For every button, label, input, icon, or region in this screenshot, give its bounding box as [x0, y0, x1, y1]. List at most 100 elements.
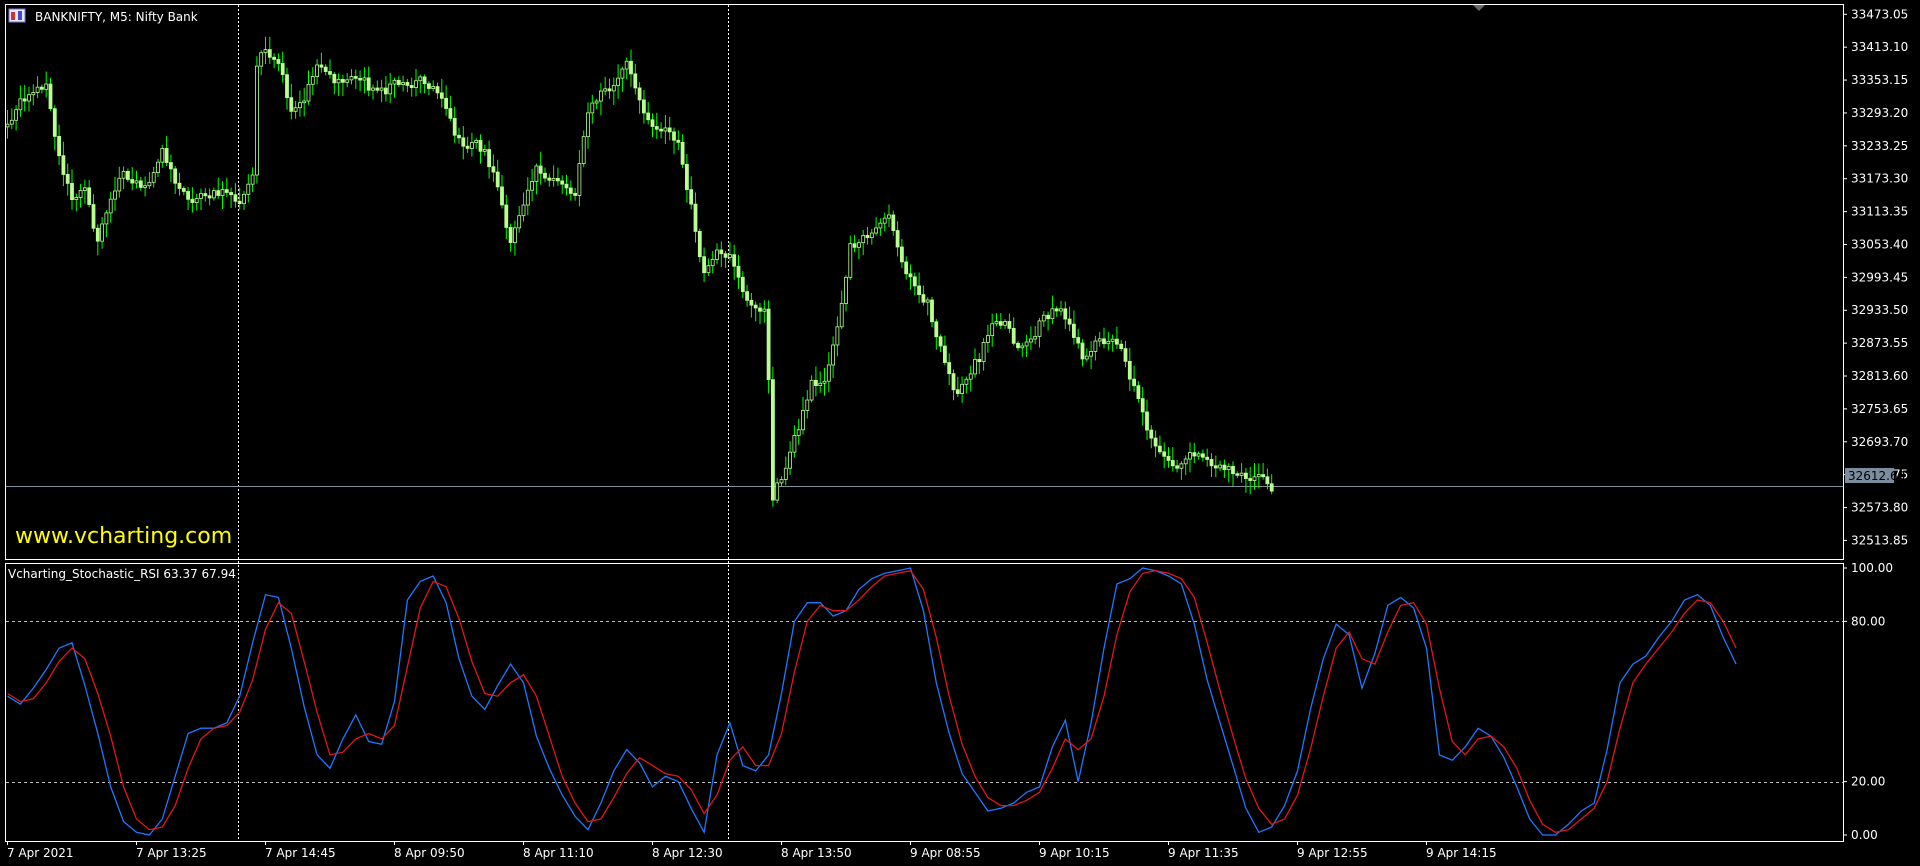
candle-body-bear	[852, 243, 857, 248]
candle	[70, 169, 74, 210]
candle-body-bull	[1110, 338, 1115, 342]
candle-body-bull	[1041, 314, 1046, 322]
price-tick-label: 32693.70	[1851, 435, 1908, 449]
candle	[1106, 332, 1111, 351]
candle	[1033, 325, 1038, 345]
candle-body-bull	[104, 212, 109, 225]
candle	[556, 167, 560, 186]
candle	[293, 100, 298, 119]
indicator-tick-label: 100.00	[1851, 561, 1893, 575]
candle-body-bear	[1248, 478, 1253, 481]
candle	[199, 188, 203, 210]
price-tick-label: 33413.10	[1851, 40, 1908, 54]
candle	[624, 57, 629, 80]
candle-body-bull	[199, 193, 203, 199]
candle-body-bear	[426, 83, 431, 89]
candle-body-bear	[912, 276, 917, 287]
candle-body-bull	[1029, 338, 1033, 343]
candle	[1196, 451, 1201, 460]
candle	[960, 376, 964, 403]
candle-body-bull	[1050, 308, 1055, 320]
candle-body-bull	[986, 335, 990, 343]
candle-body-bull	[973, 359, 977, 375]
candle	[560, 175, 565, 194]
candle-body-bear	[934, 321, 939, 338]
candle	[1205, 448, 1210, 467]
time-tick-label: 9 Apr 12:55	[1297, 846, 1368, 860]
candle-body-bull	[1256, 474, 1261, 478]
candle-body-bear	[358, 77, 363, 81]
candle-body-bull	[310, 76, 315, 85]
candle-body-bull	[887, 214, 891, 219]
candle-body-bear	[1153, 437, 1158, 447]
candle-body-bear	[130, 179, 135, 184]
candle	[1235, 471, 1240, 479]
candle-body-bear	[1007, 321, 1012, 329]
candle-body-bear	[689, 189, 694, 205]
candle-body-bull	[577, 163, 582, 196]
candle	[1158, 435, 1162, 455]
candle-body-bear	[126, 170, 130, 180]
candle-body-bear	[1149, 429, 1154, 439]
symbol-icon[interactable]	[8, 8, 26, 23]
candle-body-bull	[839, 303, 844, 328]
candle	[676, 130, 681, 151]
candle	[14, 105, 19, 131]
candle-body-bear	[237, 200, 242, 205]
candle	[1063, 301, 1068, 329]
candle	[586, 102, 590, 149]
candle-body-bear	[1235, 473, 1240, 476]
shift-marker-icon[interactable]	[1473, 5, 1485, 11]
candle-body-bull	[874, 227, 878, 234]
candle	[439, 78, 444, 108]
candle-body-bull	[981, 342, 986, 363]
candle	[358, 70, 363, 92]
candle-body-bull	[469, 142, 474, 149]
candle	[431, 80, 436, 92]
candle	[233, 183, 238, 208]
candle	[22, 84, 27, 112]
indicator-axis: 100.00 80.00 20.00 0.00	[1843, 561, 1893, 842]
candle-body-bull	[392, 79, 397, 85]
candle-body-bull	[835, 326, 840, 346]
candle	[259, 50, 264, 76]
candle	[908, 264, 913, 290]
candle-body-bear	[500, 186, 504, 206]
candle-body-bear	[697, 231, 702, 258]
candle	[5, 109, 10, 139]
candle	[633, 63, 638, 95]
candle-body-bear	[547, 177, 552, 181]
candle-body-bull	[401, 82, 406, 86]
candle-body-bear	[48, 83, 53, 110]
candle-body-bear	[1063, 308, 1068, 320]
candle-body-bull	[293, 107, 298, 112]
candle-body-bull	[818, 382, 823, 386]
time-tick-label: 8 Apr 12:30	[652, 846, 723, 860]
candle	[809, 375, 814, 403]
candle	[951, 369, 956, 401]
candle	[1089, 341, 1093, 370]
candle	[513, 220, 517, 256]
candle	[121, 166, 126, 190]
watermark: www.vcharting.com	[15, 524, 232, 549]
candle	[297, 90, 302, 117]
price-tick-label: 33293.20	[1851, 106, 1908, 120]
candle	[315, 59, 320, 85]
candle-body-bear	[1140, 398, 1145, 413]
candle	[689, 176, 694, 210]
candle-body-bear	[629, 60, 633, 75]
candle-body-bear	[1076, 337, 1081, 344]
candle-body-bull	[35, 86, 40, 93]
candle	[981, 338, 986, 371]
candle-body-bull	[113, 190, 117, 200]
candle	[379, 79, 384, 103]
candle-body-bear	[280, 63, 285, 76]
candle	[964, 376, 969, 394]
candle	[237, 187, 242, 210]
indicator-tick-label: 0.00	[1851, 828, 1878, 842]
candle-body-bear	[319, 64, 324, 68]
candle	[895, 221, 900, 257]
candle-body-bull	[242, 193, 246, 205]
candle	[349, 69, 354, 85]
